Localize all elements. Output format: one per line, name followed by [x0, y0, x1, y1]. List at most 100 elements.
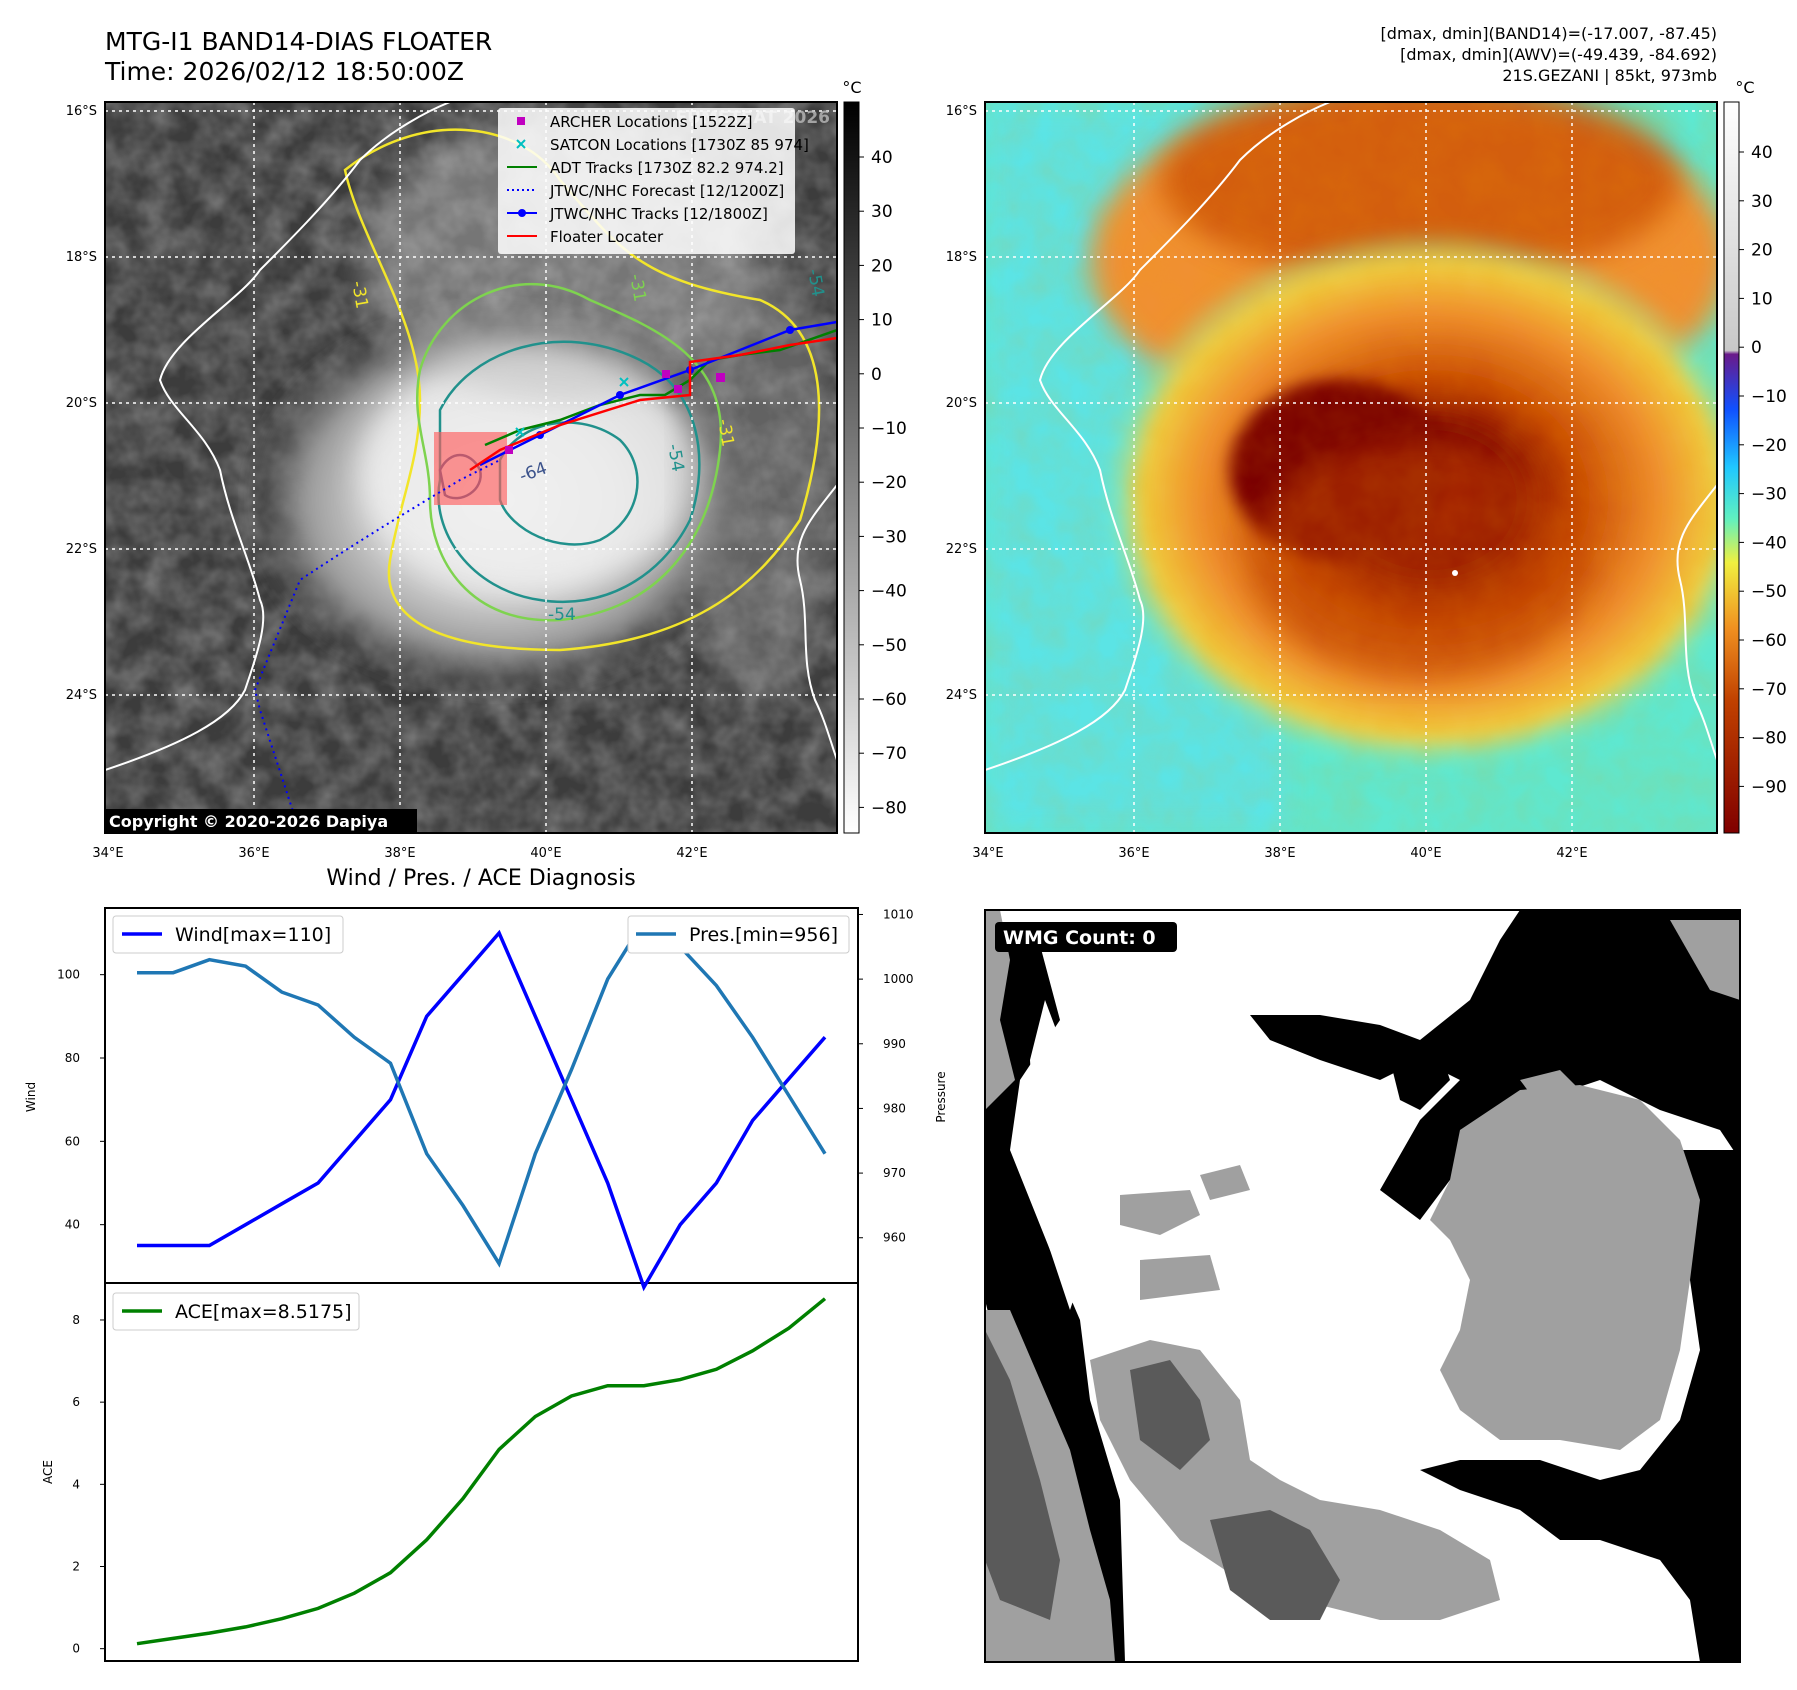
satcon-points: [515, 377, 629, 437]
coastline-west: [105, 102, 451, 771]
band14-panel: EUMETSAT 2026 -31 -31 -54 -54: [66, 78, 907, 861]
diagnosis-title: Wind / Pres. / ACE Diagnosis: [326, 866, 635, 891]
colorbar-tick-label: 20: [1751, 241, 1773, 261]
svg-text:20°S: 20°S: [66, 396, 97, 411]
svg-text:40°E: 40°E: [530, 846, 561, 861]
svg-text:-31: -31: [347, 279, 372, 310]
awv-colorbar: °C 40 30 20 10 0 −10 −20 −30 −40 −50 −60 −70 −80 −90: [1723, 78, 1787, 834]
svg-text:24°S: 24°S: [66, 688, 97, 703]
pressure-legend: Pres.[min=956]: [627, 915, 850, 954]
wmg-gray-patch-5: [1520, 1070, 1590, 1120]
legend-satcon: SATCON Locations [1730Z 85 974]: [550, 136, 809, 154]
svg-text:-54: -54: [803, 267, 828, 298]
colorbar-tick-label: 0: [1751, 338, 1762, 358]
wind-ticks: 40 60 80 100: [57, 968, 105, 1232]
colorbar-tick-label: −70: [871, 744, 907, 764]
colorbar-tick-label: 30: [871, 202, 893, 222]
jtwc-forecast-track: [253, 459, 501, 833]
svg-text:-31: -31: [713, 417, 738, 448]
track-legend: ARCHER Locations [1522Z] SATCON Location…: [498, 108, 809, 254]
wind-legend: Wind[max=110]: [112, 915, 344, 954]
svg-text:-31: -31: [625, 272, 650, 303]
svg-text:16°S: 16°S: [946, 104, 977, 119]
wmg-dark-south: [1210, 1510, 1340, 1620]
legend-jtwc-tracks: JTWC/NHC Tracks [12/1800Z]: [549, 205, 768, 223]
ace-series-line: [136, 1297, 827, 1646]
svg-text:16°S: 16°S: [66, 104, 97, 119]
svg-text:36°E: 36°E: [1118, 846, 1149, 861]
colorbar-tick-label: 0: [871, 365, 882, 385]
svg-text:-54: -54: [663, 442, 688, 473]
ace-tick-label: 6: [72, 1395, 80, 1409]
legend-archer: ARCHER Locations [1522Z]: [550, 113, 753, 131]
svg-text:38°E: 38°E: [1264, 846, 1295, 861]
contour-green: [416, 282, 723, 622]
svg-text:°C: °C: [1735, 78, 1754, 97]
colorbar-tick-label: 20: [871, 256, 893, 276]
colorbar-tick-label: −40: [1751, 533, 1787, 553]
colorbar-tick-label: −20: [1751, 436, 1787, 456]
figure-title: MTG-I1 BAND14-DIAS FLOATER: [105, 27, 492, 56]
svg-text:ACE[max=8.5175]: ACE[max=8.5175]: [175, 1301, 352, 1323]
ace-axis-label: ACE: [41, 1460, 55, 1484]
svg-text:34°E: 34°E: [92, 846, 123, 861]
wind-tick-label: 40: [65, 1218, 80, 1232]
colorbar-tick-label: −50: [1751, 582, 1787, 602]
colorbar-tick-label: −10: [1751, 387, 1787, 407]
ace-tick-label: 2: [72, 1560, 80, 1574]
pressure-axis-label: Pressure: [934, 1071, 948, 1122]
pressure-tick-label: 1000: [883, 972, 914, 986]
wmg-gray-patch-2: [1140, 1255, 1220, 1300]
legend-floater: Floater Locater: [550, 228, 664, 246]
contour-blue: [498, 421, 639, 546]
wmg-dark-center: [1130, 1360, 1210, 1470]
svg-text:20°S: 20°S: [946, 396, 977, 411]
wmg-white-strip: [1030, 1000, 1080, 1310]
ace-tick-label: 0: [72, 1642, 80, 1656]
wmg-gray-patch-1: [1120, 1190, 1200, 1235]
pressure-series-line: [137, 918, 827, 1268]
ace-ticks: 0 2 4 6 8: [72, 1313, 105, 1656]
colorbar-tick-label: 10: [1751, 289, 1773, 309]
svg-text:Wind[max=110]: Wind[max=110]: [175, 924, 331, 946]
svg-text:34°E: 34°E: [972, 846, 1003, 861]
band14-range: [dmax, dmin](BAND14)=(-17.007, -87.45): [1381, 24, 1717, 43]
wmg-panel: WMG Count: 0: [984, 909, 1741, 1663]
pressure-tick-label: 980: [883, 1101, 906, 1115]
colorbar-tick-label: −60: [1751, 631, 1787, 651]
colorbar-tick-label: −80: [1751, 729, 1787, 749]
colorbar-tick-label: −10: [871, 419, 907, 439]
archer-points: [505, 370, 725, 454]
colorbar-tick-label: −50: [871, 636, 907, 656]
svg-text:22°S: 22°S: [66, 542, 97, 557]
colorbar-tick-label: 10: [871, 311, 893, 331]
svg-text:36°E: 36°E: [238, 846, 269, 861]
wmg-gray-patch-4: [1670, 920, 1740, 1000]
colorbar-tick-label: −90: [1751, 777, 1787, 797]
awv-coastline-east: [1676, 484, 1717, 761]
svg-text:°C: °C: [842, 78, 861, 97]
wmg-gray-patch-3: [1200, 1165, 1250, 1200]
ace-tick-label: 4: [72, 1477, 80, 1491]
band14-lat-labels: 16°S 18°S 20°S 22°S 24°S: [66, 104, 97, 703]
colorbar-tick-label: −60: [871, 690, 907, 710]
colorbar-tick-label: 30: [1751, 192, 1773, 212]
colorbar-tick-label: −70: [1751, 680, 1787, 700]
legend-adt: ADT Tracks [1730Z 82.2 974.2]: [550, 159, 784, 177]
wmg-gray-north: [985, 910, 1015, 1110]
svg-text:24°S: 24°S: [946, 688, 977, 703]
wind-axis-label: Wind: [24, 1082, 38, 1112]
floater-track: [469, 336, 837, 472]
pressure-tick-label: 960: [883, 1231, 906, 1245]
wmg-dark-west: [985, 1330, 1060, 1620]
diagnosis-panel: Wind / Pres. / ACE Diagnosis Wind Pressu…: [24, 866, 948, 1662]
svg-text:18°S: 18°S: [66, 250, 97, 265]
wmg-black-mid: [1390, 1050, 1450, 1110]
svg-text:40°E: 40°E: [1410, 846, 1441, 861]
svg-text:18°S: 18°S: [946, 250, 977, 265]
contour-teal: [437, 340, 701, 604]
awv-range: [dmax, dmin](AWV)=(-49.439, -84.692): [1400, 45, 1717, 64]
contour-labels: -31 -31 -54 -54 -64 -54 -31: [347, 267, 828, 625]
ace-tick-label: 8: [72, 1313, 80, 1327]
